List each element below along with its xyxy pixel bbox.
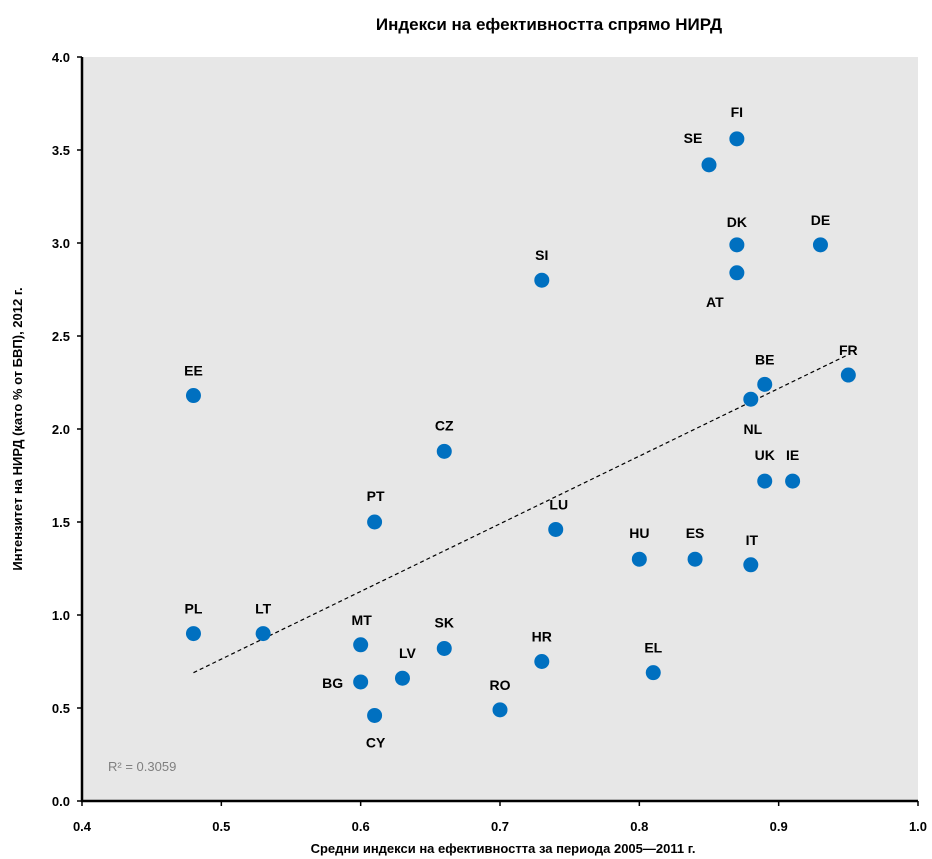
point-lu [548, 521, 564, 537]
point-label-ro: RO [490, 677, 511, 693]
point-at [729, 265, 745, 281]
point-label-hu: HU [629, 525, 649, 541]
y-axis-title: Интензитет на НИРД (като % от БВП), 2012… [10, 287, 25, 570]
point-sk [436, 640, 452, 656]
point-cy [367, 707, 383, 723]
point-label-it: IT [746, 532, 759, 548]
point-label-lv: LV [399, 645, 417, 661]
point-uk [757, 473, 773, 489]
point-ee [185, 388, 201, 404]
chart-title: Индекси на ефективността спрямо НИРД [376, 15, 722, 34]
x-tick-label: 0.7 [491, 819, 509, 834]
y-tick-label: 3.5 [52, 143, 70, 158]
point-label-cz: CZ [435, 417, 454, 433]
point-hr [534, 654, 550, 669]
point-fi [729, 131, 745, 147]
point-label-es: ES [686, 525, 705, 541]
point-label-cy: CY [366, 734, 386, 750]
trendline [193, 354, 849, 674]
point-fr [840, 367, 856, 383]
point-si [534, 272, 550, 288]
y-tick-label: 3.0 [52, 236, 70, 251]
point-el [645, 665, 661, 681]
point-label-fi: FI [731, 104, 743, 120]
point-se [701, 157, 717, 173]
x-axis-title: Средни индекси на ефективността за перио… [311, 841, 696, 856]
x-tick-label: 0.4 [73, 819, 92, 834]
point-lv [394, 670, 410, 686]
point-label-si: SI [535, 247, 548, 263]
point-label-ie: IE [786, 447, 799, 463]
point-label-hr: HR [532, 629, 552, 645]
point-pl [185, 626, 201, 642]
point-label-de: DE [811, 212, 830, 228]
point-it [743, 557, 759, 573]
point-label-pt: PT [367, 488, 385, 504]
point-label-sk: SK [435, 614, 454, 630]
point-pt [367, 514, 383, 530]
point-label-dk: DK [727, 214, 747, 230]
point-hu [631, 551, 647, 567]
point-label-be: BE [755, 351, 774, 367]
y-tick-label: 1.5 [52, 515, 70, 530]
y-tick-label: 2.5 [52, 329, 70, 344]
point-bg [353, 674, 369, 690]
y-tick-label: 1.0 [52, 608, 70, 623]
point-dk [729, 237, 745, 253]
point-ro [492, 702, 508, 718]
x-tick-label: 1.0 [909, 819, 927, 834]
point-es [687, 551, 703, 567]
point-label-uk: UK [755, 447, 775, 463]
y-tick-label: 4.0 [52, 50, 70, 65]
x-tick-label: 0.8 [630, 819, 648, 834]
point-label-el: EL [644, 640, 662, 656]
point-label-se: SE [684, 130, 703, 146]
point-label-bg: BG [322, 675, 343, 691]
point-nl [743, 391, 759, 407]
point-label-lt: LT [255, 601, 272, 617]
plot-area [82, 57, 918, 801]
point-label-lu: LU [549, 496, 568, 512]
point-ie [785, 473, 801, 489]
point-label-mt: MT [352, 612, 373, 628]
point-de [812, 237, 828, 253]
x-tick-label: 0.5 [212, 819, 230, 834]
y-tick-label: 0.0 [52, 794, 70, 809]
point-label-fr: FR [839, 342, 858, 358]
r-squared-label: R² = 0.3059 [108, 759, 176, 774]
point-label-ee: EE [184, 363, 203, 379]
y-tick-label: 0.5 [52, 701, 70, 716]
x-tick-label: 0.6 [352, 819, 370, 834]
point-label-at: AT [706, 294, 724, 310]
y-tick-label: 2.0 [52, 422, 70, 437]
point-label-nl: NL [743, 421, 762, 437]
point-lt [255, 626, 271, 642]
point-be [757, 376, 773, 392]
point-label-pl: PL [185, 601, 203, 617]
point-mt [353, 637, 369, 653]
x-tick-label: 0.9 [770, 819, 788, 834]
point-cz [436, 443, 452, 459]
